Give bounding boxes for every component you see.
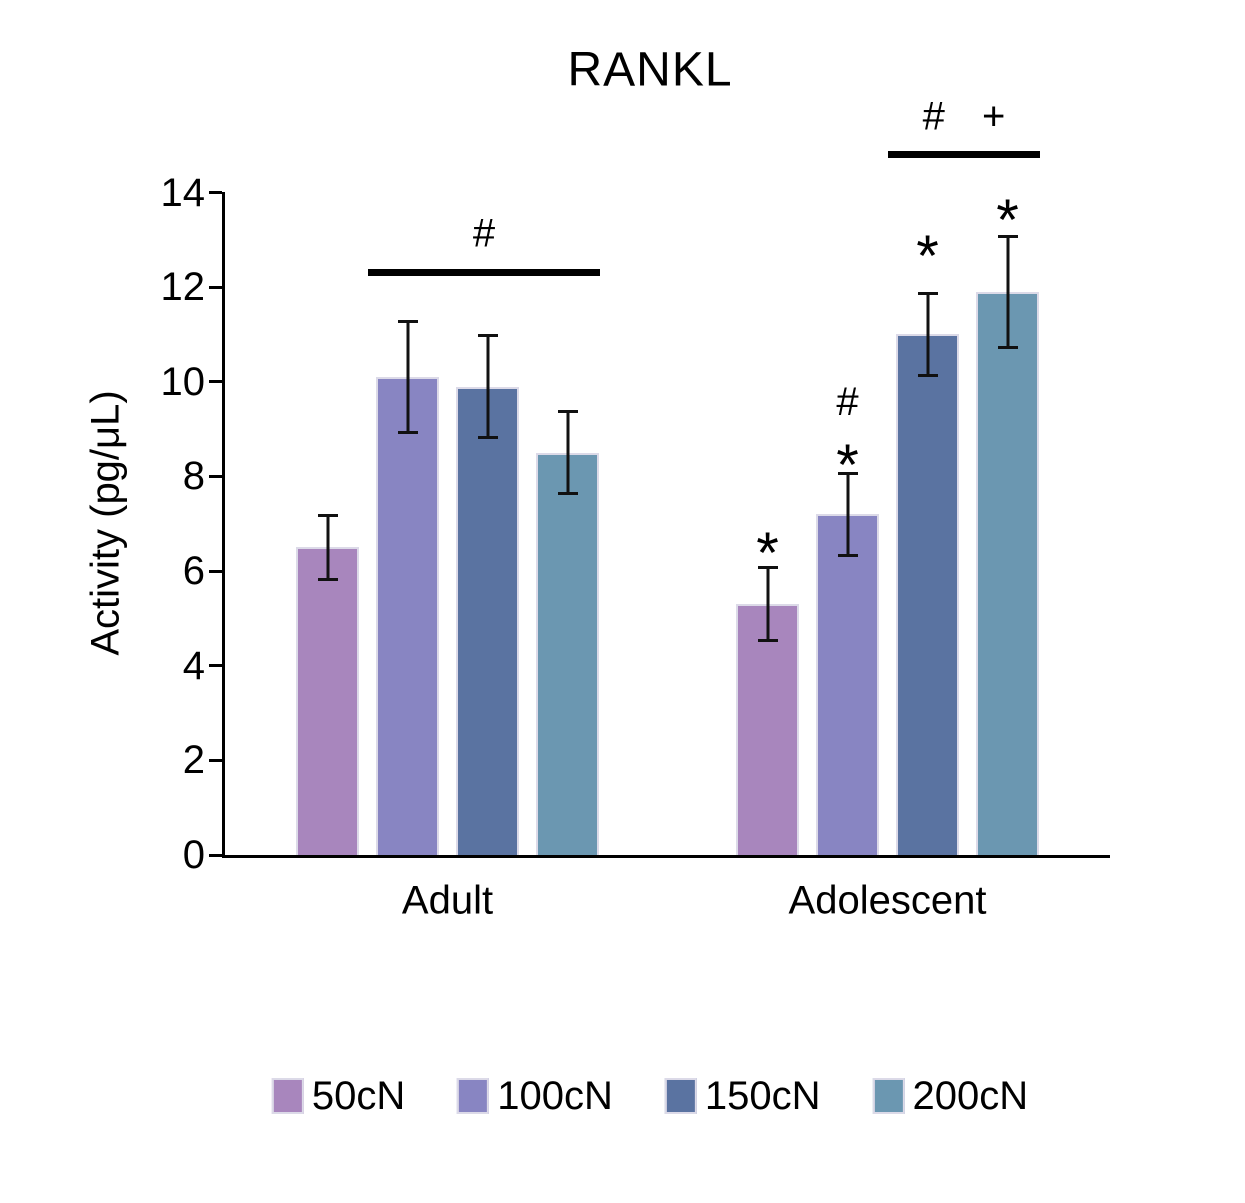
- y-tick-label: 0: [182, 833, 205, 877]
- error-bar-line: [406, 320, 409, 434]
- error-bar-adolescent-150cN: [917, 291, 938, 378]
- y-tick-label: 2: [182, 738, 205, 783]
- chart-title: RANKL: [567, 43, 733, 97]
- error-bar-line: [766, 566, 769, 643]
- y-tick-mark: [209, 191, 222, 195]
- significance-line-adult: [368, 268, 600, 276]
- y-tick-mark: [209, 758, 222, 762]
- error-bar-cap-top: [757, 566, 778, 570]
- error-bar-cap-bottom: [317, 577, 338, 581]
- error-bar-adult-150cN: [477, 334, 498, 439]
- error-bar-line: [486, 334, 489, 439]
- error-bar-cap-bottom: [917, 374, 938, 378]
- bar-adult-100cN: [376, 377, 439, 855]
- y-tick-mark: [209, 569, 222, 573]
- legend-label-150cN: 150cN: [704, 1074, 821, 1118]
- error-bar-adolescent-100cN: [837, 471, 858, 557]
- y-tick-mark: [209, 285, 222, 289]
- x-group-label-adult: Adult: [401, 878, 494, 923]
- error-bar-cap-bottom: [837, 553, 858, 557]
- bar-adolescent-100cN: [816, 514, 879, 855]
- legend-label-50cN: 50cN: [311, 1074, 406, 1118]
- significance-line-adolescent: [888, 151, 1040, 159]
- error-bar-adult-200cN: [557, 410, 578, 496]
- legend-swatch-150cN: [664, 1078, 697, 1114]
- y-tick-label: 4: [182, 643, 205, 688]
- legend-item-100cN: 100cN: [457, 1076, 613, 1116]
- legend: 50cN 100cN 150cN 200cN: [271, 1074, 1029, 1118]
- bar-adolescent-150cN: [896, 334, 959, 855]
- error-bar-cap-top: [477, 334, 498, 338]
- y-tick-label: 10: [160, 359, 206, 404]
- error-bar-cap-top: [997, 235, 1018, 239]
- legend-item-50cN: 50cN: [271, 1074, 406, 1118]
- error-bar-cap-top: [837, 471, 858, 475]
- y-tick-label: 8: [182, 454, 205, 499]
- error-bar-cap-bottom: [477, 435, 498, 439]
- bar-adult-200cN: [536, 452, 599, 855]
- error-bar-cap-top: [917, 291, 938, 295]
- legend-label-200cN: 200cN: [912, 1074, 1029, 1118]
- star-marker-adolescent-200cN: *: [996, 187, 1019, 253]
- bar-adolescent-200cN: [976, 291, 1039, 855]
- y-tick-mark: [209, 474, 222, 478]
- error-bar-adolescent-200cN: [997, 235, 1018, 349]
- x-group-label-adolescent: Adolescent: [788, 878, 987, 923]
- y-tick-label: 14: [160, 170, 206, 215]
- legend-swatch-100cN: [457, 1078, 490, 1114]
- star-marker-adolescent-100cN: *: [836, 432, 859, 498]
- error-bar-line: [566, 410, 569, 496]
- legend-item-200cN: 200cN: [872, 1074, 1029, 1118]
- error-bar-cap-top: [557, 410, 578, 414]
- error-bar-cap-top: [397, 320, 418, 324]
- y-tick-mark: [209, 853, 222, 857]
- error-bar-adult-50cN: [317, 514, 338, 581]
- significance-label-adolescent: # +: [922, 94, 1006, 139]
- star-marker-adolescent-50cN: *: [756, 520, 779, 586]
- legend-swatch-200cN: [872, 1078, 905, 1114]
- significance-label-adult: #: [472, 211, 496, 256]
- y-tick-label: 12: [160, 265, 206, 310]
- error-bar-cap-bottom: [757, 639, 778, 643]
- y-axis-label: Activity (pg/μL): [83, 390, 128, 656]
- error-bar-cap-bottom: [997, 345, 1018, 349]
- legend-label-100cN: 100cN: [497, 1074, 613, 1118]
- legend-swatch-50cN: [271, 1078, 304, 1114]
- bar-adult-50cN: [296, 547, 359, 855]
- error-bar-line: [846, 471, 849, 557]
- y-tick-label: 6: [182, 549, 205, 594]
- error-bar-adolescent-50cN: [757, 566, 778, 643]
- y-axis-spine: [222, 192, 225, 858]
- legend-item-150cN: 150cN: [664, 1074, 821, 1118]
- error-bar-cap-top: [317, 514, 338, 518]
- error-bar-cap-bottom: [557, 492, 578, 496]
- error-bar-line: [1006, 235, 1009, 349]
- bar-adult-150cN: [456, 386, 519, 855]
- y-tick-mark: [209, 664, 222, 668]
- error-bar-line: [926, 291, 929, 378]
- error-bar-cap-bottom: [397, 430, 418, 434]
- error-bar-adult-100cN: [397, 320, 418, 434]
- hash-marker-adolescent-100cN: #: [836, 380, 859, 425]
- y-tick-mark: [209, 380, 222, 384]
- x-axis-line: [222, 855, 1110, 858]
- error-bar-line: [326, 514, 329, 581]
- star-marker-adolescent-150cN: *: [916, 224, 939, 290]
